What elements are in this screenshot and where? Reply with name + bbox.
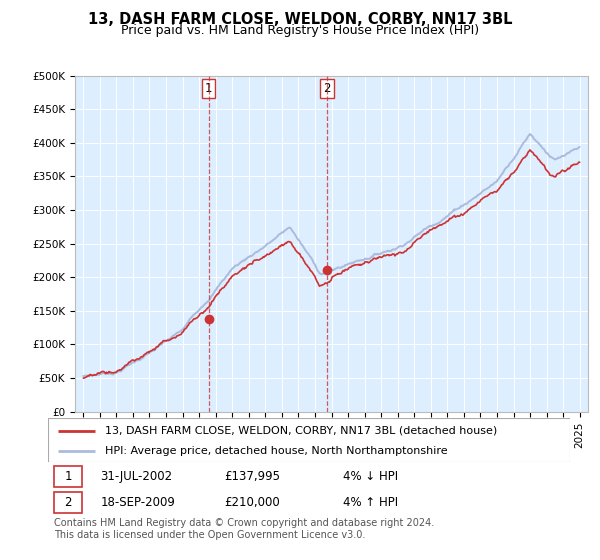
Text: HPI: Average price, detached house, North Northamptonshire: HPI: Average price, detached house, Nort… <box>106 446 448 456</box>
Text: Price paid vs. HM Land Registry's House Price Index (HPI): Price paid vs. HM Land Registry's House … <box>121 24 479 37</box>
Text: 4% ↓ HPI: 4% ↓ HPI <box>343 470 398 483</box>
Text: £210,000: £210,000 <box>224 496 280 510</box>
Text: Contains HM Land Registry data © Crown copyright and database right 2024.
This d: Contains HM Land Registry data © Crown c… <box>54 518 434 540</box>
Text: 2: 2 <box>323 82 331 95</box>
Text: 13, DASH FARM CLOSE, WELDON, CORBY, NN17 3BL (detached house): 13, DASH FARM CLOSE, WELDON, CORBY, NN17… <box>106 426 497 436</box>
Text: £137,995: £137,995 <box>224 470 280 483</box>
Text: 1: 1 <box>205 82 212 95</box>
Text: 13, DASH FARM CLOSE, WELDON, CORBY, NN17 3BL: 13, DASH FARM CLOSE, WELDON, CORBY, NN17… <box>88 12 512 27</box>
Bar <box>54 492 82 514</box>
Bar <box>54 466 82 487</box>
Text: 4% ↑ HPI: 4% ↑ HPI <box>343 496 398 510</box>
Text: 2: 2 <box>64 496 72 510</box>
Text: 18-SEP-2009: 18-SEP-2009 <box>100 496 175 510</box>
Text: 31-JUL-2002: 31-JUL-2002 <box>100 470 173 483</box>
Text: 1: 1 <box>64 470 72 483</box>
